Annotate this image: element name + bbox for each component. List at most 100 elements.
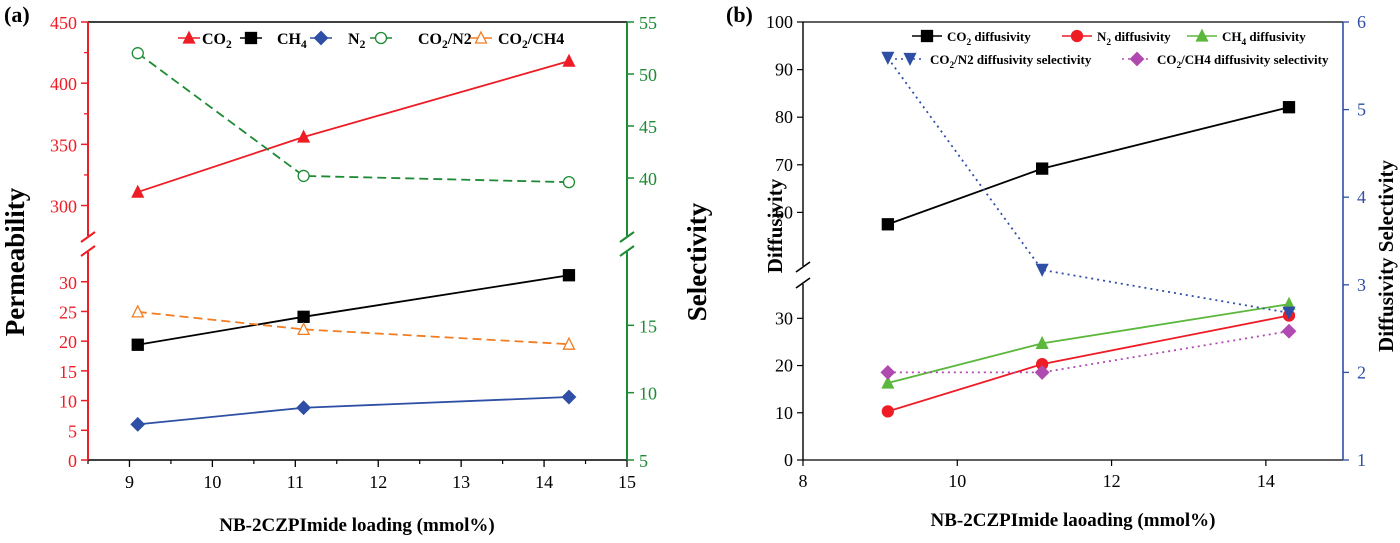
legend-label-sub: 4 [1242, 38, 1247, 48]
left-tick-label: 0 [784, 450, 793, 470]
legend-marker-co2d [920, 29, 934, 43]
series-line-n2d [887, 314, 1290, 413]
legend-label: CH4 diffusivity [1222, 29, 1306, 48]
right-tick-label: 45 [639, 117, 657, 137]
data-point-co2ch4 [131, 304, 145, 318]
data-point-co2n2d [881, 51, 895, 65]
legend-label: N2 diffusivity [1097, 29, 1171, 48]
data-point-co2 [131, 184, 145, 198]
left-tick-label: 70 [775, 155, 793, 175]
legend-marker-n2d [1070, 29, 1084, 43]
x-tick-label: 10 [203, 472, 221, 492]
series-line-ch4d [887, 303, 1290, 384]
data-point-co2n2d [1035, 263, 1049, 277]
panel-b: (b)8 10 12 14607080901000102030123456NB-2CZ… [726, 2, 1398, 531]
legend-label: CH4 [277, 31, 307, 51]
legend-label-tail: /N2 diffusivity selectivity [953, 52, 1092, 67]
x-tick-label: 10 [948, 471, 966, 491]
y-axis-label-right: Selectivity [682, 202, 712, 321]
legend-label: CO2/N2 diffusivity selectivity [930, 52, 1092, 71]
data-point-co2n2 [562, 176, 576, 189]
series-line-co2 [137, 60, 570, 193]
axis-break-mark [795, 261, 811, 273]
legend-label-main: CO [1157, 52, 1177, 67]
legend-label-main: N [348, 31, 360, 48]
left-tick-label: 100 [766, 12, 793, 32]
left-tick-label: 10 [775, 403, 793, 423]
legend-label-main: CO [947, 29, 967, 44]
legend-label-sub: 2 [1177, 61, 1182, 71]
legend-label-sub: 2 [226, 39, 232, 51]
series-line-co2n2d [887, 57, 1290, 314]
series-line-co2ch4 [137, 310, 570, 346]
legend-label-main: CO [930, 52, 950, 67]
axis-break-mark [619, 245, 635, 257]
legend-label-tail: /CH4 [527, 31, 564, 48]
left-tick-label: 10 [59, 392, 77, 412]
data-point-co2n2 [131, 47, 144, 60]
left-tick-label: 20 [775, 356, 793, 376]
right-tick-label: 6 [1357, 12, 1366, 32]
left-tick-label: 90 [775, 60, 793, 80]
panel-label: (a) [4, 2, 30, 27]
left-tick-label: 25 [59, 302, 77, 322]
y-axis-label-left: Diffusivity [763, 178, 787, 273]
right-tick-label: 5 [639, 451, 648, 471]
legend-label: CO2 [202, 31, 232, 51]
legend-label-tail: diffusivity [971, 29, 1031, 44]
data-point-ch4d [1035, 335, 1049, 350]
data-point-n2 [296, 400, 312, 416]
right-tick-label: 3 [1357, 275, 1366, 295]
legend-marker-co2n2 [374, 31, 388, 45]
x-tick-label: 13 [452, 472, 470, 492]
right-tick-label: 5 [1357, 100, 1366, 120]
right-tick-label: 15 [639, 316, 657, 336]
legend-label-sub: 2 [360, 39, 366, 51]
legend-marker-ch4 [244, 31, 258, 45]
legend-label-main: N [1097, 29, 1107, 44]
y-axis-label-left: Permeability [0, 187, 30, 336]
x-tick-label: 14 [1257, 471, 1275, 491]
legend-label-tail: /N2 [447, 31, 472, 48]
data-point-ch4 [131, 338, 144, 351]
x-axis-label: NB-2CZPImide laoading (mmol%) [931, 510, 1216, 531]
legend-marker-co2 [182, 30, 196, 44]
legend-label-sub: 2 [522, 39, 528, 51]
left-tick-label: 80 [775, 107, 793, 127]
left-tick-label: 300 [50, 197, 77, 217]
data-point-co2d [1282, 101, 1296, 114]
data-point-co2n2d [1282, 306, 1296, 320]
data-point-co2d [881, 218, 895, 231]
data-point-co2n2 [297, 169, 310, 183]
right-tick-label: 4 [1357, 187, 1366, 207]
series-line-n2 [137, 396, 569, 426]
left-tick-label: 30 [775, 308, 793, 328]
x-axis-label: NB-2CZPImide loading (mmol%) [219, 515, 495, 536]
x-tick-label: 9 [125, 472, 134, 492]
left-tick-label: 450 [50, 13, 77, 33]
data-point-co2ch4d [1034, 364, 1050, 380]
axis-break-mark [80, 231, 96, 243]
legend-label-sub: 2 [442, 39, 448, 51]
legend-label-main: CO [498, 31, 522, 48]
data-point-co2 [297, 129, 311, 143]
legend-marker-ch4d [1195, 28, 1209, 42]
legend-label: CO2/CH4 [498, 31, 564, 51]
left-tick-label: 400 [50, 74, 77, 94]
series-line-co2n2 [137, 52, 569, 184]
right-tick-label: 40 [639, 169, 657, 189]
data-point-co2 [562, 53, 576, 67]
data-point-n2 [130, 416, 146, 432]
data-point-co2ch4d [880, 364, 896, 380]
legend-marker-co2ch4 [474, 30, 488, 44]
panel-label: (b) [726, 2, 753, 27]
legend-label-main: CH [1222, 29, 1242, 44]
data-point-n2d [881, 405, 895, 418]
legend-label: CO2/CH4 diffusivity selectivity [1157, 52, 1329, 71]
legend-label-main: CO [202, 31, 226, 48]
data-point-ch4 [562, 269, 576, 282]
data-point-co2d [1035, 162, 1049, 175]
x-tick-label: 8 [799, 471, 808, 491]
x-tick-label: 15 [618, 472, 636, 492]
